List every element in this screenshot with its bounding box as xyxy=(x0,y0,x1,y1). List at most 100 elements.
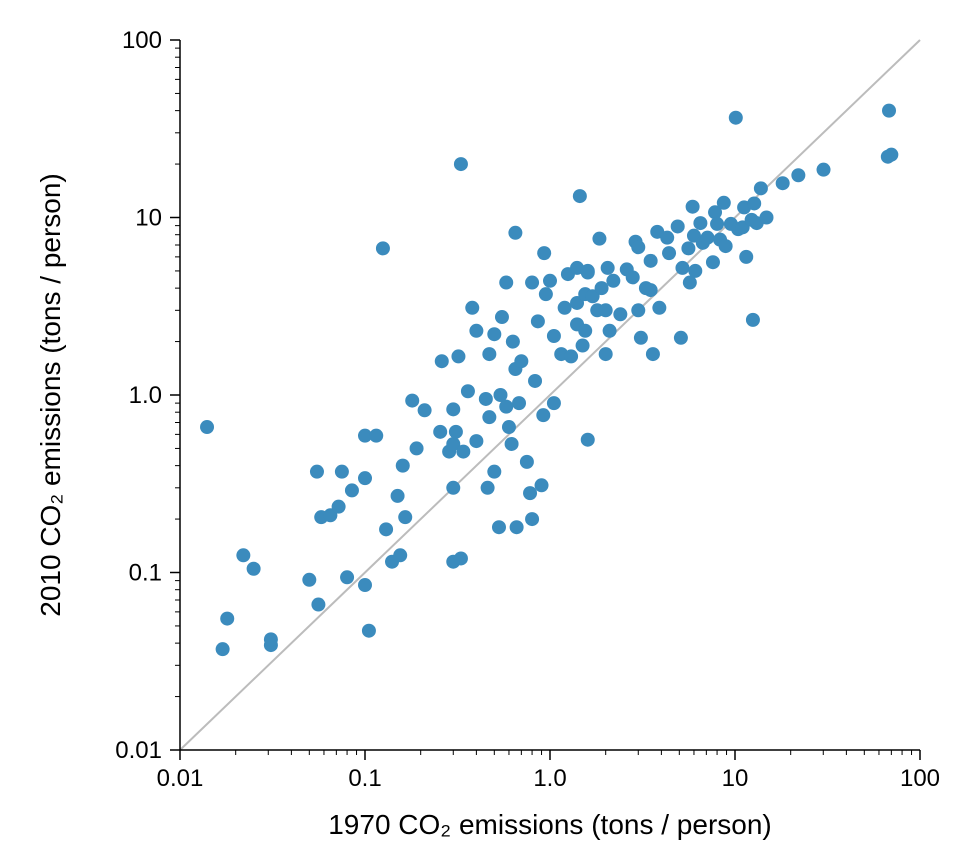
data-point xyxy=(660,231,674,245)
data-point xyxy=(335,465,349,479)
data-point xyxy=(362,624,376,638)
data-point xyxy=(739,250,753,264)
data-point xyxy=(681,241,695,255)
data-point xyxy=(729,111,743,125)
data-point xyxy=(456,445,470,459)
data-point xyxy=(719,239,733,253)
chart-background xyxy=(0,0,960,864)
data-point xyxy=(578,324,592,338)
data-point xyxy=(461,384,475,398)
data-point xyxy=(332,500,346,514)
data-point xyxy=(652,301,666,315)
data-point xyxy=(539,287,553,301)
data-point xyxy=(536,408,550,422)
data-point xyxy=(581,264,595,278)
data-point xyxy=(393,548,407,562)
data-point xyxy=(247,562,261,576)
data-point xyxy=(644,283,658,297)
data-point xyxy=(523,486,537,500)
data-point xyxy=(469,324,483,338)
y-tick-label: 0.01 xyxy=(115,737,162,764)
y-tick-label: 100 xyxy=(122,27,162,54)
scatter-chart: 0.010.11.0101000.010.11.0101001970 CO₂ e… xyxy=(0,0,960,864)
data-point xyxy=(405,394,419,408)
data-point xyxy=(688,264,702,278)
data-point xyxy=(528,374,542,388)
data-point xyxy=(236,548,250,562)
data-point xyxy=(505,437,519,451)
x-tick-label: 100 xyxy=(900,765,940,792)
x-axis-label: 1970 CO₂ emissions (tons / person) xyxy=(328,809,772,840)
data-point xyxy=(537,246,551,260)
data-point xyxy=(510,520,524,534)
data-point xyxy=(675,261,689,275)
data-point xyxy=(482,347,496,361)
data-point xyxy=(454,157,468,171)
data-point xyxy=(674,331,688,345)
data-point xyxy=(345,483,359,497)
data-point xyxy=(706,255,720,269)
data-point xyxy=(634,331,648,345)
data-point xyxy=(700,231,714,245)
data-point xyxy=(492,520,506,534)
data-point xyxy=(547,329,561,343)
data-point xyxy=(358,471,372,485)
data-point xyxy=(396,459,410,473)
data-point xyxy=(379,522,393,536)
data-point xyxy=(644,254,658,268)
data-point xyxy=(595,281,609,295)
data-point xyxy=(264,632,278,646)
data-point xyxy=(882,104,896,118)
y-tick-label: 10 xyxy=(135,205,162,232)
data-point xyxy=(499,276,513,290)
data-point xyxy=(454,551,468,565)
data-point xyxy=(525,276,539,290)
data-point xyxy=(601,261,615,275)
y-axis-label: 2010 CO₂ emissions (tons / person) xyxy=(35,173,66,617)
data-point xyxy=(626,270,640,284)
data-point xyxy=(446,481,460,495)
data-point xyxy=(482,410,496,424)
data-point xyxy=(662,246,676,260)
data-point xyxy=(481,481,495,495)
y-tick-label: 0.1 xyxy=(129,560,162,587)
data-point xyxy=(576,339,590,353)
data-point xyxy=(592,232,606,246)
data-point xyxy=(693,216,707,230)
data-point xyxy=(369,429,383,443)
data-point xyxy=(311,598,325,612)
x-tick-label: 0.01 xyxy=(157,765,204,792)
data-point xyxy=(435,354,449,368)
data-point xyxy=(449,425,463,439)
data-point xyxy=(410,441,424,455)
data-point xyxy=(433,425,447,439)
data-point xyxy=(487,327,501,341)
data-point xyxy=(487,465,501,479)
data-point xyxy=(310,465,324,479)
data-point xyxy=(606,274,620,288)
data-point xyxy=(717,196,731,210)
data-point xyxy=(547,396,561,410)
data-point xyxy=(398,510,412,524)
data-point xyxy=(754,181,768,195)
data-point xyxy=(817,163,831,177)
x-tick-label: 0.1 xyxy=(348,765,381,792)
data-point xyxy=(884,148,898,162)
data-point xyxy=(200,420,214,434)
data-point xyxy=(631,303,645,317)
data-point xyxy=(686,200,700,214)
data-point xyxy=(631,240,645,254)
data-point xyxy=(502,420,516,434)
data-point xyxy=(479,392,493,406)
data-point xyxy=(535,478,549,492)
data-point xyxy=(613,307,627,321)
data-point xyxy=(603,324,617,338)
data-point xyxy=(531,314,545,328)
data-point xyxy=(746,313,760,327)
data-point xyxy=(760,211,774,225)
data-point xyxy=(508,226,522,240)
data-point xyxy=(340,570,354,584)
data-point xyxy=(599,347,613,361)
data-point xyxy=(220,612,234,626)
data-point xyxy=(543,274,557,288)
